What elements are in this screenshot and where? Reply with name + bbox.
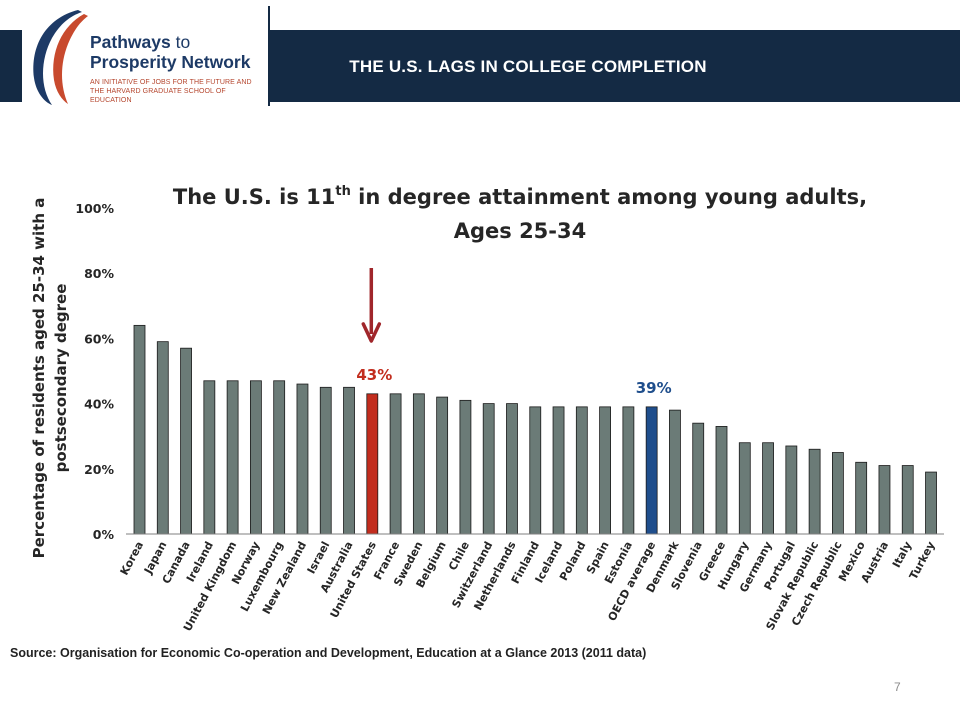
y-tick-label: 0% [93,527,115,542]
bar [529,406,542,535]
data-label: 43% [356,366,392,384]
y-axis-ticks: 0% 20% 40% 60% 80% 100% [75,201,114,542]
logo-line1: Pathways [90,32,171,52]
bar [808,448,821,535]
bars [133,324,937,535]
chart-title-pre: The U.S. is 11 [173,185,336,209]
logo-swoosh-icon [33,10,88,105]
bar [925,471,937,535]
slide-title: THE U.S. LAGS IN COLLEGE COMPLETION [349,57,707,76]
arrow-down-icon [361,322,382,343]
logo-line2: Prosperity Network [90,52,251,72]
bar [343,386,355,535]
bar [319,386,332,535]
logo-subtitle: AN INITIATIVE OF JOBS FOR THE FUTURE AND… [90,79,252,104]
bar [575,406,588,535]
data-label: 39% [636,379,672,397]
y-tick-label: 60% [84,331,114,346]
bar [482,403,495,535]
y-axis-label-line2: postsecondary degree [52,284,70,473]
chart-title-line1: The U.S. is 11th in degree attainment am… [173,184,867,209]
bar [878,465,891,535]
bar [832,452,844,535]
bar [273,380,286,535]
logo-line1-thin: to [170,32,191,52]
bar [715,426,728,535]
bar [901,465,914,535]
bar [622,406,635,535]
source-note: Source: Organisation for Economic Co-ope… [10,646,647,660]
y-tick-label: 40% [84,397,114,412]
bar [296,383,309,535]
bar [785,445,798,535]
bar [669,409,681,535]
bar [762,442,774,535]
y-tick-label: 80% [84,266,114,281]
annotations: 43% 39% [356,268,672,397]
bar [249,380,262,535]
bar [203,380,216,535]
bar [645,406,658,535]
bar [436,396,449,535]
y-axis-label-line1: Percentage of residents aged 25-34 with … [30,198,48,559]
bar [506,403,518,535]
bar [366,393,379,535]
bar [738,442,751,535]
page-number: 7 [894,680,901,694]
y-tick-label: 100% [75,201,114,216]
bar [412,393,425,535]
bar [599,406,611,535]
bar [180,347,192,535]
bar [459,399,472,535]
chart-title-line2: Ages 25-34 [454,219,587,243]
x-tick-label: Italy [890,539,914,570]
chart-title-post: in degree attainment among young adults, [351,185,867,209]
bar [226,380,239,535]
bar-chart: The U.S. is 11th in degree attainment am… [30,184,944,634]
chart-title-sup: th [335,184,350,199]
y-tick-label: 20% [84,462,114,477]
logo: Pathways to Prosperity Network AN INITIA… [22,6,270,106]
bar [552,406,565,535]
bar [389,393,402,535]
bar [156,341,169,535]
x-tick-label: Korea [118,539,146,577]
bar [855,461,868,535]
logo-title: Pathways to Prosperity Network [90,32,250,72]
bar [133,324,146,535]
bar [692,422,705,535]
